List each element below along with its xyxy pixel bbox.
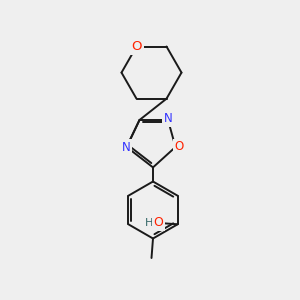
Text: N: N [164,112,173,125]
Text: O: O [154,216,164,229]
Text: H: H [145,218,154,228]
Text: O: O [175,140,184,154]
Text: N: N [122,141,130,154]
Text: O: O [131,40,142,53]
